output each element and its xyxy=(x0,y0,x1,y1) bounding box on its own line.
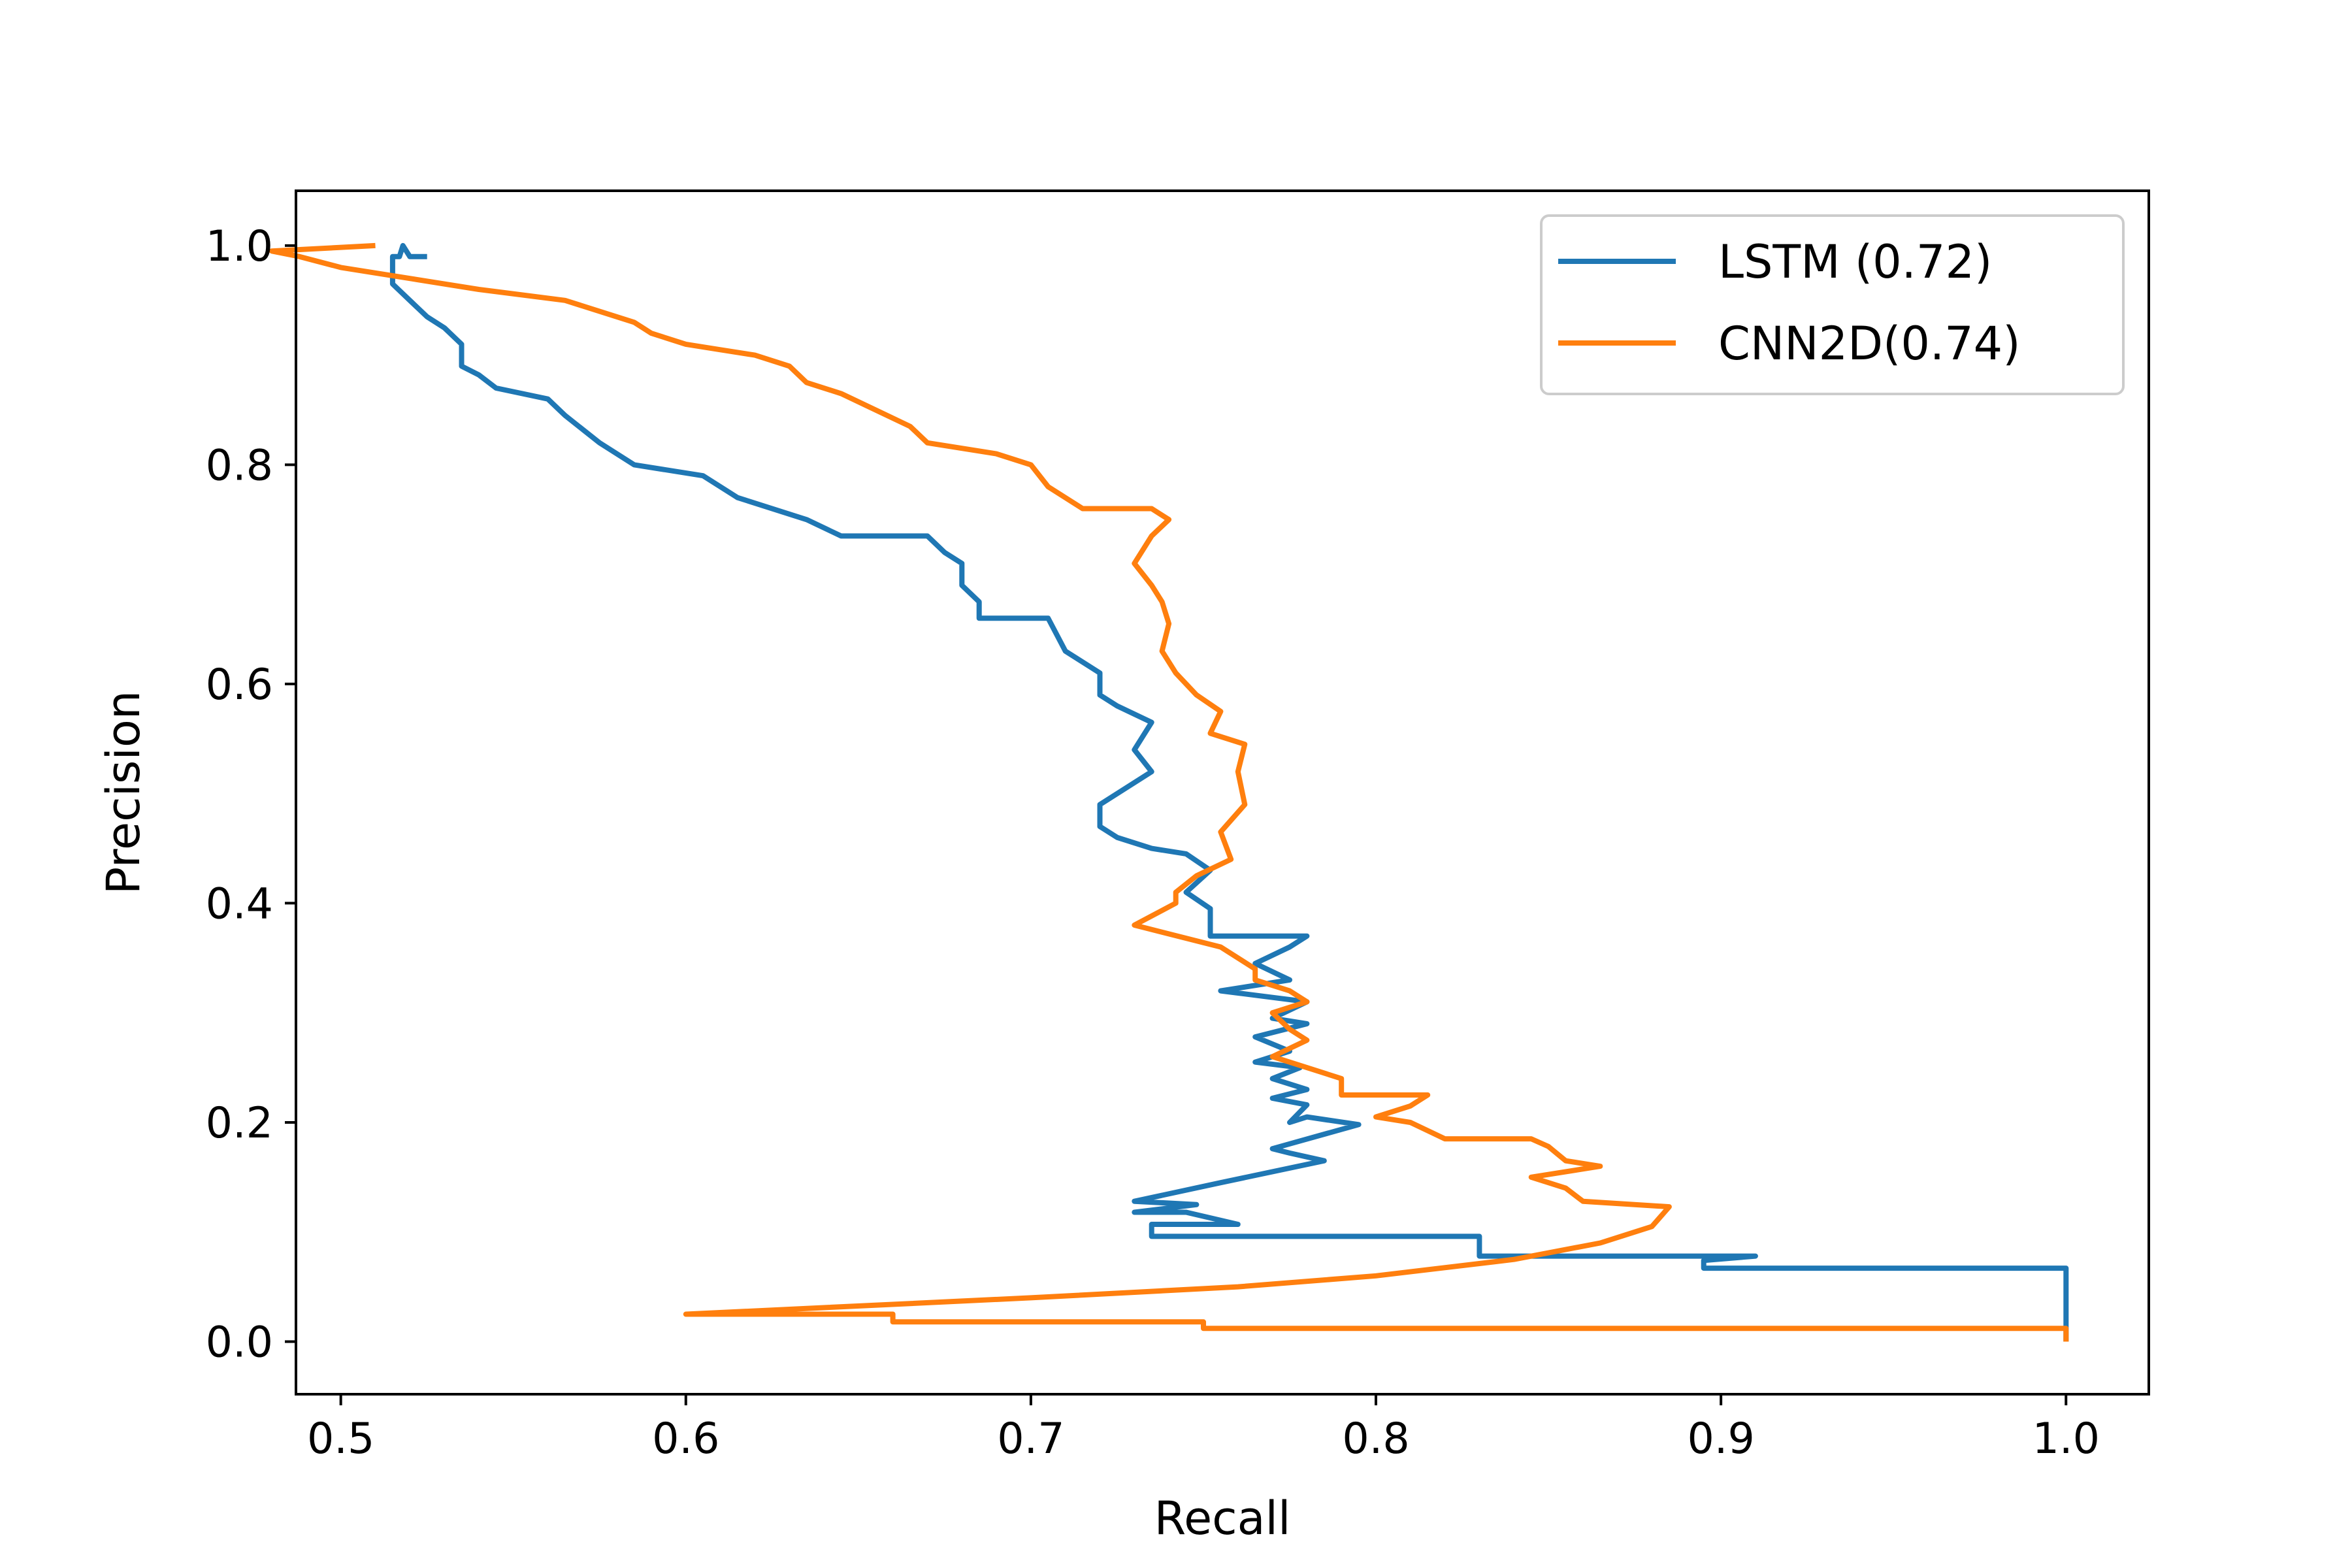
x-axis-ticks: 0.5 0.6 0.7 0.8 0.9 1.0 xyxy=(307,1394,2100,1463)
x-axis-title: Recall xyxy=(1154,1492,1291,1545)
y-axis-ticks: 0.0 0.2 0.4 0.6 0.8 1.0 xyxy=(206,222,296,1367)
y-tick-label: 1.0 xyxy=(206,222,273,271)
legend: LSTM (0.72) CNN2D(0.74) xyxy=(1540,214,2125,395)
legend-box xyxy=(1540,214,2125,395)
y-tick-label: 0.0 xyxy=(206,1318,273,1367)
y-tick-label: 0.2 xyxy=(206,1099,273,1148)
x-tick-label: 0.9 xyxy=(1687,1414,1754,1463)
series-line-0 xyxy=(389,242,2069,1342)
series-line-1 xyxy=(269,242,2069,1342)
plot-area-frame xyxy=(295,189,2150,1396)
y-tick-label: 0.8 xyxy=(206,441,273,490)
series-lines xyxy=(269,242,2069,1342)
y-axis-title: Precision xyxy=(97,691,150,894)
legend-label-0: LSTM (0.72) xyxy=(1718,235,1992,289)
y-tick-label: 0.4 xyxy=(206,879,273,928)
x-tick-label: 0.7 xyxy=(997,1414,1064,1463)
x-tick-label: 0.5 xyxy=(307,1414,374,1463)
y-tick-label: 0.6 xyxy=(206,661,273,710)
legend-label-1: CNN2D(0.74) xyxy=(1718,317,2021,370)
x-tick-label: 0.6 xyxy=(652,1414,719,1463)
x-tick-label: 0.8 xyxy=(1342,1414,1409,1463)
x-tick-label: 1.0 xyxy=(2033,1414,2100,1463)
